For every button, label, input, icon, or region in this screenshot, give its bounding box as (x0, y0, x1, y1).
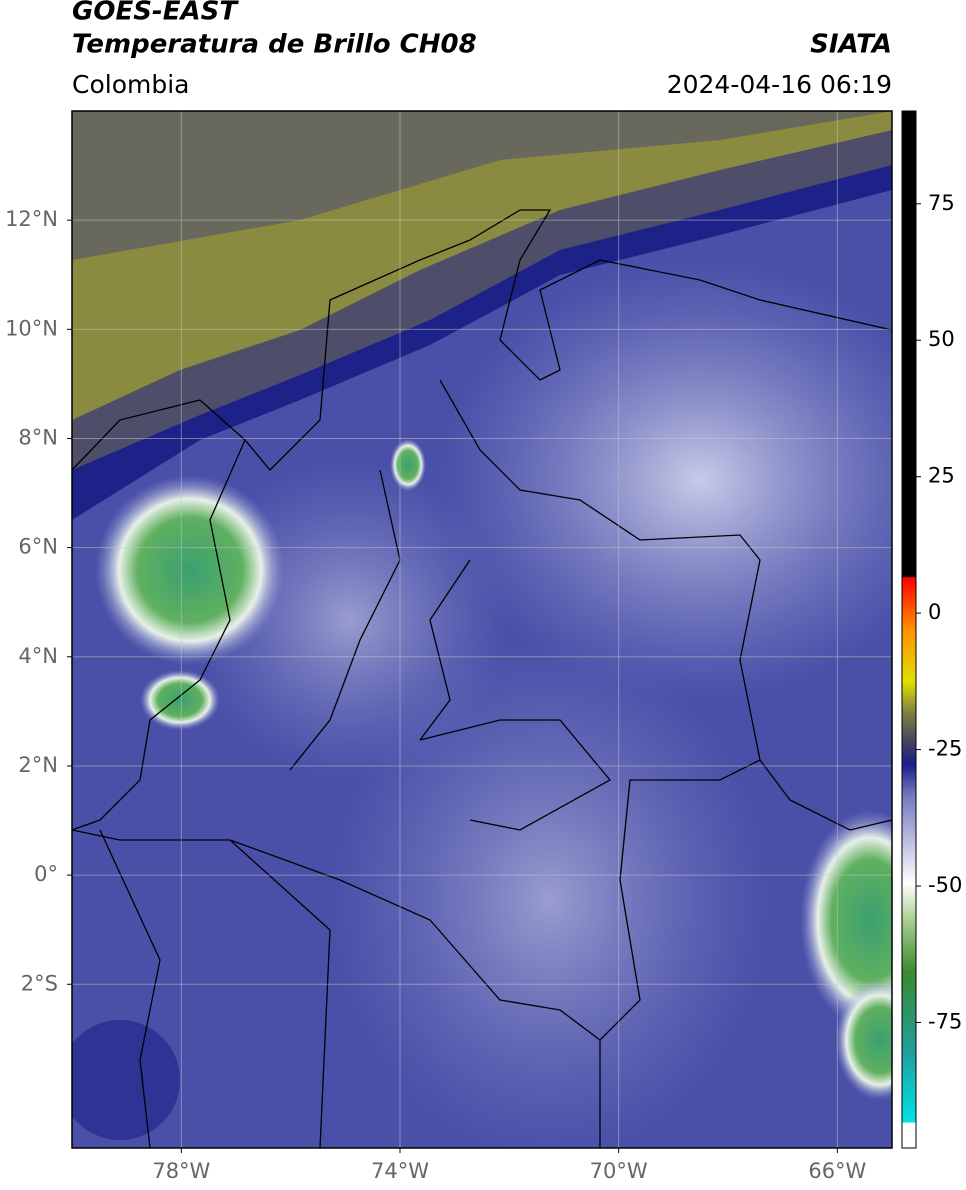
colorbar-tick-label: 50 (928, 327, 955, 351)
colorbar-tick-label: -50 (928, 873, 962, 897)
satellite-image (72, 111, 892, 1148)
y-tick-label: 0° (34, 862, 58, 886)
datetime-label: 2024-04-16 06:19 (667, 70, 892, 99)
x-tick-label: 66°W (808, 1159, 866, 1183)
boundaries (72, 209, 892, 1148)
y-tick-label: 2°S (21, 971, 58, 995)
colorbar (901, 110, 917, 1149)
colorbar-tick-label: -25 (928, 737, 962, 761)
x-tick-label: 74°W (371, 1159, 429, 1183)
y-tick-label: 8°N (18, 425, 58, 449)
satellite-name: GOES-EAST (72, 0, 239, 27)
region-label: Colombia (72, 70, 189, 99)
x-tick-label: 70°W (590, 1159, 648, 1183)
y-tick-label: 12°N (5, 207, 58, 231)
colorbar-tick-label: 0 (928, 600, 941, 624)
x-tick-label: 78°W (152, 1159, 210, 1183)
product-title: Temperatura de Brillo CH08 (72, 30, 477, 60)
colorbar-tick-label: 25 (928, 464, 955, 488)
source-label: SIATA (810, 30, 892, 60)
colorbar-tick-label: 75 (928, 191, 955, 215)
y-tick-label: 10°N (5, 316, 58, 340)
y-tick-label: 4°N (18, 644, 58, 668)
map-frame (71, 110, 893, 1149)
colorbar-tick-label: -75 (928, 1009, 962, 1033)
y-tick-label: 6°N (18, 535, 58, 559)
y-tick-label: 2°N (18, 753, 58, 777)
